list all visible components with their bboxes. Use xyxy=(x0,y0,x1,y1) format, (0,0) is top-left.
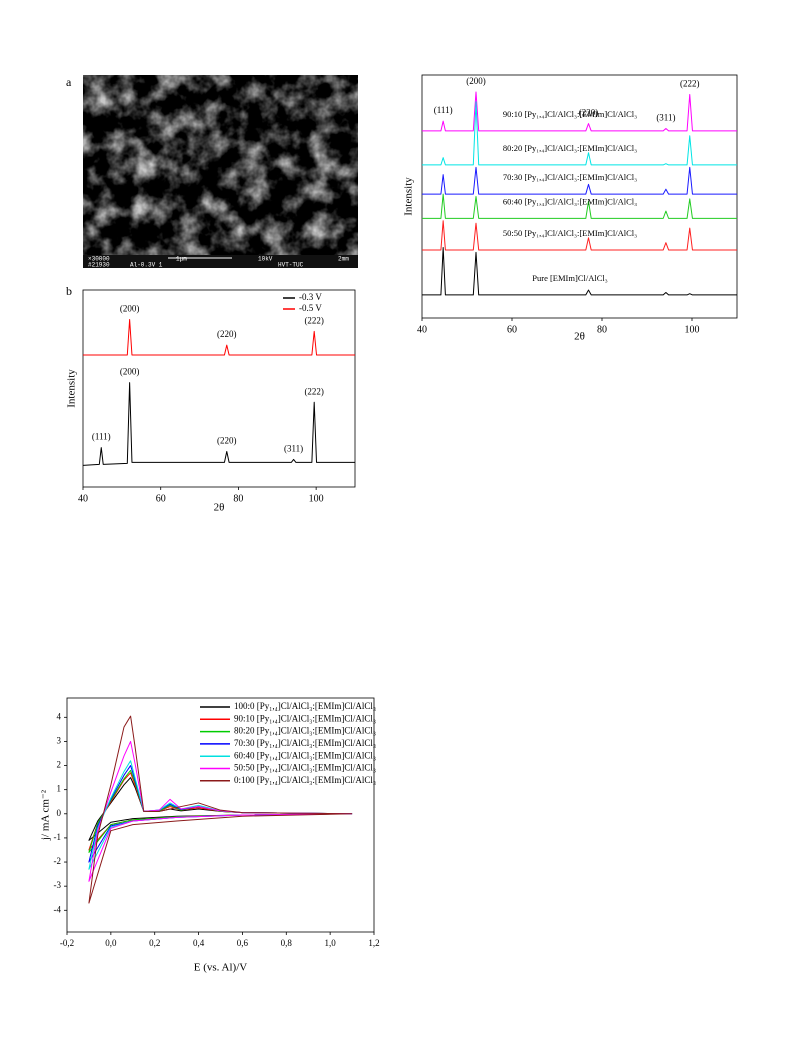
series-line xyxy=(88,740,353,882)
caption: Al-0.3V 1 xyxy=(130,262,163,269)
peak-label: (222) xyxy=(304,315,324,325)
legend-label: 80:20 [Py₁,₄]Cl/AlCl₃:[EMIm]Cl/AlCl₃ xyxy=(234,726,376,736)
series-line xyxy=(422,91,737,132)
x-tick-label: 60 xyxy=(156,493,166,504)
y-axis-title: j/ mA cm⁻² xyxy=(40,789,52,841)
plot-frame xyxy=(66,697,375,933)
series-line xyxy=(422,247,737,296)
peak-label: (311) xyxy=(284,443,303,453)
legend-label: 90:10 [Py₁,₄]Cl/AlCl₃:[EMIm]Cl/AlCl₃ xyxy=(234,713,376,723)
caption: HVT-TUC xyxy=(278,262,304,269)
x-axis-title: 2θ xyxy=(574,331,585,343)
x-tick-label: 60 xyxy=(507,324,517,335)
x-tick-label: 0,8 xyxy=(281,938,293,948)
peak-label: (200) xyxy=(466,76,486,86)
peak-label: (200) xyxy=(120,367,140,377)
legend-label: -0.5 V xyxy=(299,303,322,313)
peak-label: (111) xyxy=(92,432,111,442)
caption: 10kV xyxy=(258,256,273,263)
sem-bar xyxy=(83,255,358,268)
x-tick-label: 100 xyxy=(685,324,700,335)
y-tick-label: -3 xyxy=(54,880,62,890)
y-tick-label: 1 xyxy=(57,784,62,794)
series-line xyxy=(88,715,353,904)
series-line xyxy=(422,166,737,195)
x-tick-label: 0,6 xyxy=(237,938,249,948)
y-tick-label: -1 xyxy=(54,832,62,842)
series-line xyxy=(422,193,737,219)
panel-label: a xyxy=(66,75,72,89)
sem-image: ×30000 1μm 10kV 2mm #21930 Al-0.3V 1 HVT… xyxy=(83,75,358,269)
y-tick-label: 4 xyxy=(57,711,62,721)
x-tick-label: 40 xyxy=(417,324,427,335)
caption: 2mm xyxy=(338,256,349,263)
panel-label: b xyxy=(66,284,72,298)
x-tick-label: 0,2 xyxy=(149,938,160,948)
x-axis-title: E (vs. Al)/V xyxy=(194,962,248,974)
peak-label: (111) xyxy=(434,105,453,115)
series-line xyxy=(422,220,737,251)
legend-label: 70:30 [Py₁,₄]Cl/AlCl₃:[EMIm]Cl/AlCl₃ xyxy=(234,738,376,748)
x-tick-label: 0,0 xyxy=(105,938,117,948)
plot-frame xyxy=(82,289,356,488)
y-tick-label: -4 xyxy=(54,904,62,914)
chart: 40 60 80 100 2θ Intensity 90:10 [Py₁,₄]Cl/AlCl… xyxy=(403,74,738,343)
legend-label: 60:40 [Py₁,₄]Cl/AlCl₃:[EMIm]Cl/AlCl₃ xyxy=(234,750,376,760)
x-tick-label: 1,2 xyxy=(368,938,379,948)
peak-label: (222) xyxy=(304,386,324,396)
y-tick-label: 2 xyxy=(57,760,62,770)
x-tick-label: 40 xyxy=(78,493,88,504)
caption: 1μm xyxy=(176,256,187,263)
peak-label: (220) xyxy=(217,329,237,339)
series-line xyxy=(88,777,353,841)
x-tick-label: 0,4 xyxy=(193,938,205,948)
sem-texture xyxy=(83,75,358,256)
legend-label: 100:0 [Py₁,₄]Cl/AlCl₃:[EMIm]Cl/AlCl₃ xyxy=(234,701,376,711)
x-tick-label: -0,2 xyxy=(60,938,74,948)
series-line xyxy=(422,101,737,166)
peak-label: (220) xyxy=(579,108,599,118)
caption: #21930 xyxy=(88,262,110,269)
legend-label: 50:50 [Py₁,₄]Cl/AlCl₃:[EMIm]Cl/AlCl₃ xyxy=(234,763,376,773)
series-label: 70:30 [Py₁,₄]Cl/AlCl₃:[EMIm]Cl/AlCl₃ xyxy=(503,172,637,182)
y-axis-title: Intensity xyxy=(403,177,415,216)
x-axis-title: 2θ xyxy=(214,502,225,514)
series-label: 90:10 [Py₁,₄]Cl/AlCl₃:[EMIm]Cl/AlCl₃ xyxy=(503,109,637,119)
plot-frame xyxy=(421,74,738,319)
series-line xyxy=(83,319,355,356)
series-label: 50:50 [Py₁,₄]Cl/AlCl₃:[EMIm]Cl/AlCl₃ xyxy=(503,228,637,238)
peak-label: (220) xyxy=(217,436,237,446)
x-tick-label: 80 xyxy=(597,324,607,335)
peak-label: (200) xyxy=(120,304,140,314)
legend-label: -0.3 V xyxy=(299,292,322,302)
y-axis-title: Intensity xyxy=(66,369,78,408)
series-label: 80:20 [Py₁,₄]Cl/AlCl₃:[EMIm]Cl/AlCl₃ xyxy=(503,143,637,153)
x-tick-label: 1,0 xyxy=(325,938,337,948)
y-tick-label: 3 xyxy=(57,735,62,745)
y-tick-label: -2 xyxy=(54,856,62,866)
x-tick-label: 100 xyxy=(309,493,324,504)
series-label: Pure [EMIm]Cl/AlCl₃ xyxy=(532,273,607,283)
series-line xyxy=(82,382,355,466)
caption: ×30000 xyxy=(88,256,110,263)
legend-label: 0:100 [Py₁,₄]Cl/AlCl₃:[EMIm]Cl/AlCl₃ xyxy=(234,775,376,785)
peak-label: (222) xyxy=(680,79,700,89)
y-tick-label: 0 xyxy=(57,808,62,818)
series-label: 60:40 [Py₁,₄]Cl/AlCl₃:[EMIm]Cl/AlCl₃ xyxy=(503,196,637,206)
chart: b 40 60 80 100 2θ Intensity (111) (200) (220) (311… xyxy=(66,284,356,514)
peak-label: (311) xyxy=(656,113,675,123)
chart: -0,2 0,0 0,2 0,4 0,6 0,8 1,0 1,2 -4 -3 -2 -1 0 1 2 3 4 E … xyxy=(40,697,380,974)
x-tick-label: 80 xyxy=(233,493,243,504)
